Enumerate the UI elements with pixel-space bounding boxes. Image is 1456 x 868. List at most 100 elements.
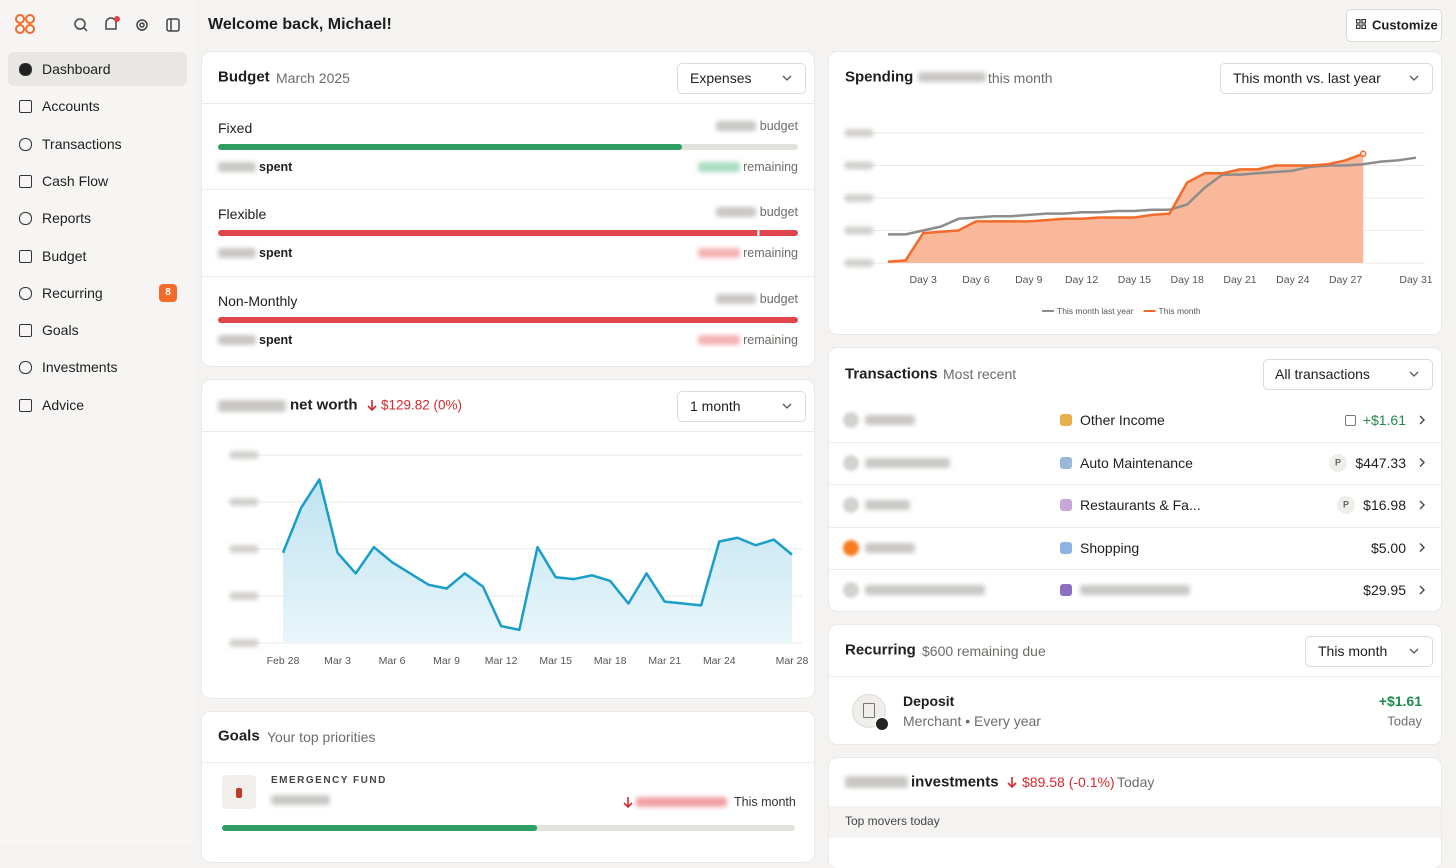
hidden-amount	[698, 162, 740, 172]
budget-label: budget	[759, 118, 798, 133]
card-subtitle: Most recent	[943, 366, 1017, 382]
budget-row-name: Non-Monthly	[218, 293, 298, 309]
amount: $16.98	[1363, 497, 1406, 513]
merchant-logo	[843, 454, 859, 471]
nav-label[interactable]: Recurring	[42, 284, 103, 301]
category-icon	[1060, 541, 1072, 554]
customize-icon	[1356, 19, 1366, 29]
card-subtitle: $600 remaining due	[922, 643, 1046, 659]
hidden-amount	[716, 121, 756, 131]
budget-row-name: Flexible	[218, 206, 267, 222]
card-title: Budget	[218, 68, 270, 86]
hidden-amount	[271, 795, 330, 805]
merchant-logo	[843, 497, 859, 513]
section-band	[829, 806, 1441, 838]
amount: $447.33	[1355, 454, 1406, 471]
divider	[829, 676, 1441, 677]
hidden-amount	[716, 294, 756, 304]
hidden-merchant	[865, 542, 915, 553]
investments-change: $89.58 (-0.1%)	[1022, 774, 1115, 790]
nav-label[interactable]: Goals	[42, 322, 79, 339]
goal-period: This month	[734, 794, 796, 809]
hidden-amount	[218, 335, 256, 345]
recurring-amount: +$1.61	[1378, 693, 1422, 709]
divider	[202, 431, 814, 432]
divider	[202, 276, 814, 277]
amount: +$1.61	[1362, 412, 1406, 428]
nav-badge	[159, 283, 177, 302]
category: Auto Maintenance	[1080, 454, 1193, 471]
sidebar	[0, 0, 196, 845]
nav-icon	[19, 361, 32, 375]
nav-label[interactable]: Investments	[42, 359, 118, 376]
down-arrow	[1007, 777, 1017, 789]
nav-icon	[19, 249, 32, 263]
category-icon	[1060, 414, 1072, 426]
nav-icon	[19, 212, 32, 226]
badge	[1337, 496, 1355, 514]
category: Restaurants & Fa...	[1080, 497, 1201, 513]
card-title: Recurring	[845, 641, 916, 659]
nav-label[interactable]: Dashboard	[42, 61, 111, 77]
amount: $29.95	[1363, 582, 1406, 598]
net-worth-label: net worth	[290, 396, 358, 414]
nav-label[interactable]: Accounts	[42, 98, 100, 115]
merchant-logo	[843, 412, 859, 428]
category-icon	[1060, 456, 1072, 469]
dropdown[interactable]	[1305, 636, 1433, 667]
hidden-merchant	[865, 415, 915, 425]
down-arrow	[367, 400, 377, 412]
dropdown-label: This month vs. last year	[1233, 70, 1381, 86]
card-title: Transactions	[845, 365, 938, 383]
divider	[829, 484, 1441, 485]
nav-label[interactable]: Cash Flow	[42, 172, 109, 189]
dropdown-label: This month	[1318, 643, 1388, 659]
transactions-card	[829, 348, 1441, 611]
card-title: Spending	[845, 68, 914, 86]
category-icon	[1060, 499, 1072, 511]
down-arrow	[623, 797, 633, 809]
investments-when: Today	[1117, 774, 1155, 790]
hidden-merchant	[865, 500, 910, 510]
goals-card	[202, 712, 814, 862]
hidden-amount	[218, 400, 286, 412]
merchant-badge	[875, 717, 889, 731]
dropdown-label: All transactions	[1275, 366, 1370, 382]
badge-label: P	[1342, 499, 1350, 510]
budget-row-name: Fixed	[218, 120, 253, 136]
nav-label[interactable]: Budget	[42, 247, 87, 264]
spending-card	[829, 52, 1441, 334]
hidden-amount	[716, 207, 756, 217]
dropdown[interactable]	[1263, 359, 1433, 390]
nav-label[interactable]: Reports	[42, 210, 92, 227]
remaining-label: remaining	[743, 159, 798, 174]
investments-label: investments	[911, 773, 999, 791]
recurring-detail: Merchant • Every year	[903, 713, 1041, 729]
nav-label[interactable]: Transactions	[42, 135, 122, 152]
remaining-label: remaining	[743, 245, 798, 260]
merchant-icon-glyph	[863, 703, 875, 718]
toolbar-icons[interactable]	[73, 16, 183, 34]
dropdown[interactable]	[677, 63, 806, 94]
net-worth-card	[202, 380, 814, 698]
hidden-amount	[218, 162, 256, 172]
calendar-icon	[1345, 415, 1356, 426]
page-title: Welcome back, Michael!	[208, 16, 392, 33]
card-subtitle: March 2025	[276, 70, 350, 86]
dropdown-label: Expenses	[690, 70, 752, 86]
badge-label: P	[1334, 457, 1342, 467]
dropdown[interactable]	[1220, 63, 1433, 94]
goal-image-icon	[236, 788, 242, 798]
spent-label: spent	[259, 159, 293, 174]
goal-name: EMERGENCY FUND	[271, 775, 387, 786]
nav-icon	[19, 324, 32, 338]
net-worth-change: $129.82 (0%)	[381, 397, 463, 413]
divider	[829, 526, 1441, 528]
budget-card	[202, 52, 814, 366]
nav-icon	[19, 174, 32, 188]
nav-icon	[19, 100, 32, 114]
nav-label[interactable]: Advice	[42, 396, 85, 413]
customize-label: Customize	[1372, 17, 1438, 33]
divider	[202, 189, 814, 190]
nav-icon	[19, 63, 32, 76]
